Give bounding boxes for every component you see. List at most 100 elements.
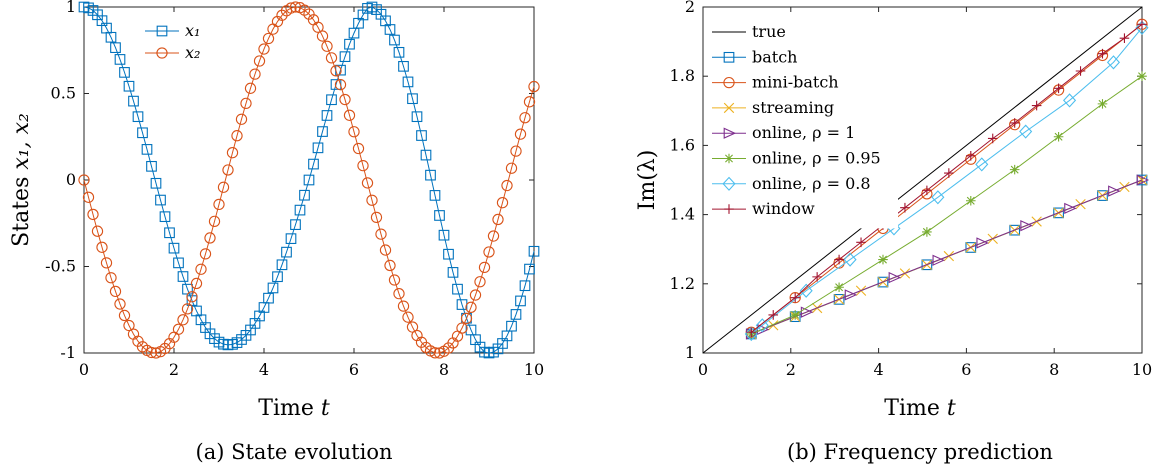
data-point-x (339, 51, 351, 63)
data-point-x (505, 162, 518, 174)
legend-marker-x (156, 25, 168, 37)
data-point-x (262, 32, 275, 45)
data-point-x (177, 271, 189, 282)
data-point-x (244, 82, 257, 94)
data-point-x (321, 110, 333, 121)
series-line-online-0-8 (750, 27, 1143, 335)
data-point-x (91, 225, 104, 237)
x-tick-label: 0 (79, 360, 89, 379)
data-point-window (1075, 66, 1086, 76)
data-point-online-1 (800, 306, 814, 318)
data-point-batch (921, 259, 933, 271)
data-point-x (425, 169, 436, 181)
series-x (78, 1, 540, 359)
data-point-x (226, 147, 239, 159)
legend-marker-online-0-8 (722, 176, 736, 191)
data-point-x (290, 219, 301, 230)
data-point-x (276, 9, 288, 21)
data-point-online-1 (1108, 185, 1121, 197)
data-point-x (96, 241, 108, 253)
data-point-x (190, 277, 203, 290)
data-point-x (285, 2, 297, 14)
legend-label-online-1: online, ρ = 1 (752, 123, 855, 142)
data-point-batch (833, 294, 845, 305)
legend-marker-mini-batch (723, 76, 735, 89)
data-point-x (465, 301, 477, 313)
data-point-x (294, 204, 306, 216)
data-point-x (159, 211, 171, 223)
data-point-x (281, 246, 292, 258)
data-point-x (397, 300, 410, 312)
data-point-x (429, 347, 441, 359)
data-point-window (1031, 100, 1042, 111)
data-point-x (478, 261, 491, 274)
y-tick-label: 2 (685, 0, 695, 16)
data-point-online-1 (932, 254, 945, 266)
legend-label-online-0-8: online, ρ = 0.8 (752, 174, 871, 193)
data-point-x (164, 227, 175, 239)
data-point-x (263, 292, 274, 304)
data-point-online-0-95 (834, 282, 844, 293)
series-true (702, 6, 1143, 354)
data-point-x (389, 34, 400, 46)
data-point-window (987, 133, 998, 144)
data-point-window (1009, 118, 1020, 128)
data-point-x (199, 248, 212, 260)
legend-label-online-0-95: online, ρ = 0.95 (752, 149, 881, 168)
data-point-x (325, 52, 338, 64)
data-point-batch (1097, 190, 1108, 201)
data-point-x (118, 309, 131, 322)
data-point-online-0-95 (965, 195, 976, 206)
data-point-x (492, 213, 504, 226)
data-point-x (119, 67, 130, 78)
data-point-window (768, 310, 779, 320)
data-point-x (483, 246, 495, 258)
y-tick-label: 0.5 (51, 84, 76, 103)
data-point-x (150, 177, 162, 189)
data-point-x (510, 309, 522, 320)
data-point-online-0-8 (1135, 20, 1149, 35)
data-point-online-1 (1020, 220, 1033, 232)
data-point-x (141, 144, 153, 155)
legend-background (708, 20, 898, 229)
data-point-x (145, 346, 158, 359)
data-point-online-0-8 (1063, 93, 1077, 108)
data-point-batch (877, 276, 889, 288)
data-point-x (411, 111, 423, 123)
data-point-x (528, 80, 540, 93)
y-axis-label-b: Im(λ) (635, 150, 660, 211)
state-evolution-panel: 0 2 4 6 8 10 -1 -0.5 0 0.5 1 x₁ x₂ Time t States x₁… (9, 0, 544, 464)
data-point-x (249, 68, 261, 80)
caption-a: (a) State evolution (196, 440, 393, 464)
data-point-x (429, 190, 441, 201)
data-point-online-0-95 (878, 254, 888, 265)
data-point-window (790, 292, 800, 303)
data-point-window (1053, 83, 1064, 94)
series-line-x (83, 6, 535, 354)
data-point-x (267, 282, 279, 294)
data-point-x (519, 280, 531, 292)
data-point-x (407, 93, 418, 105)
data-point-x (515, 295, 526, 307)
data-point-x (501, 179, 513, 192)
data-point-x (317, 126, 328, 137)
data-point-x (438, 229, 450, 241)
data-point-x (155, 194, 166, 206)
data-point-x (398, 60, 409, 72)
x-axis-label-b: Time t (884, 396, 956, 421)
data-point-x (416, 130, 427, 141)
data-point-x (235, 113, 248, 125)
data-point-x (524, 263, 535, 275)
data-point-online-0-8 (931, 190, 945, 205)
data-point-window (944, 168, 954, 178)
data-point-window (1137, 19, 1147, 30)
data-point-batch (965, 242, 977, 253)
data-point-x (523, 96, 536, 108)
data-point-x (181, 303, 194, 315)
data-point-x (334, 79, 347, 91)
data-point-x (402, 311, 414, 323)
data-point-x (388, 274, 401, 286)
data-point-x (150, 347, 162, 359)
data-point-x (123, 80, 135, 92)
data-point-x (460, 312, 473, 325)
